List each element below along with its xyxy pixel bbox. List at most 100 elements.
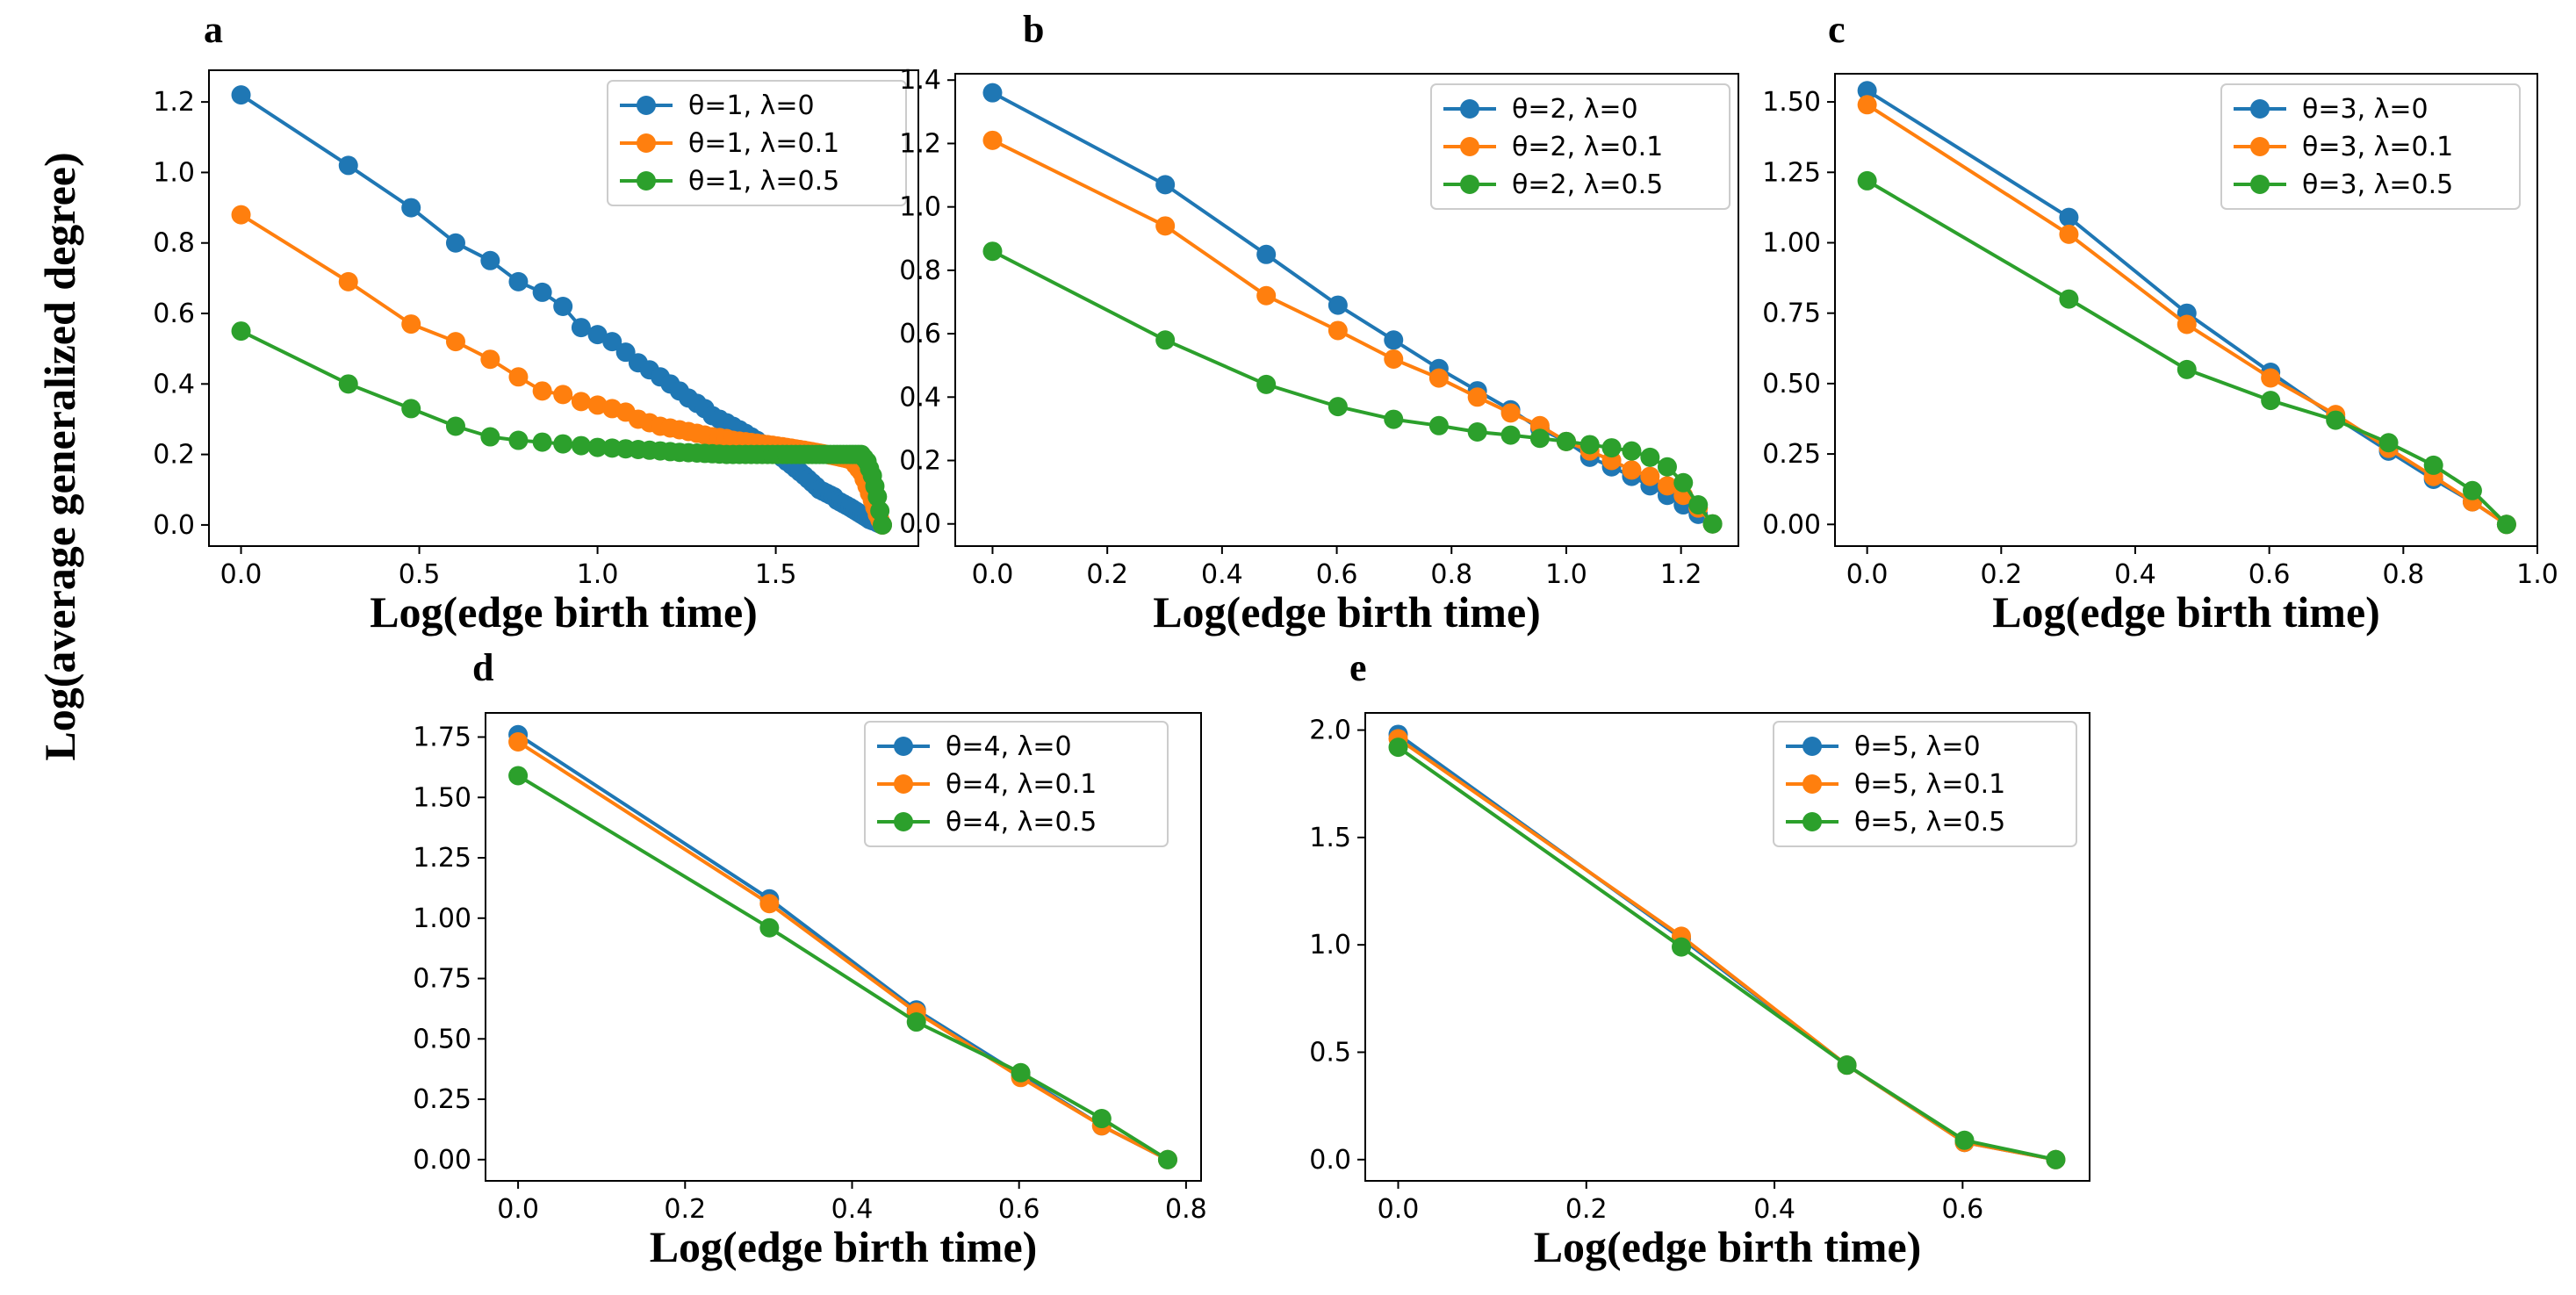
data-point [2177,314,2197,335]
data-point [982,241,1003,262]
x-axis-label: Log(edge birth time) [1992,587,2380,637]
data-point [1556,431,1576,451]
data-point [2462,480,2482,500]
legend-label: θ=1, λ=0.5 [688,166,839,197]
data-point [2496,514,2516,535]
data-point [532,282,552,302]
y-tick-label: 1.25 [1762,157,1821,188]
data-point [1155,216,1176,236]
data-point [1256,374,1277,394]
data-point [231,321,251,342]
x-tick-label: 1.0 [2516,559,2558,590]
data-point [480,349,500,370]
legend-marker [637,133,656,153]
x-tick-label: 0.2 [664,1194,706,1225]
data-point [2059,207,2079,227]
y-tick-label: 0.6 [899,319,941,349]
x-tick-label: 0.8 [2382,559,2424,590]
data-point [1500,403,1521,423]
series-line-2 [240,212,884,526]
x-tick-label: 1.5 [755,559,797,590]
legend-box [864,721,1169,847]
data-point [1328,295,1348,315]
y-tick-label: 1.00 [413,903,471,934]
data-point [1428,368,1449,388]
x-tick-label: 0.6 [1941,1194,1983,1225]
plot-frame [954,73,1739,547]
legend-marker [1460,175,1479,194]
legend-marker [1802,774,1822,794]
legend: θ=3, λ=0 θ=3, λ=0.1 θ=3, λ=0.5 [2220,83,2521,210]
data-point [2326,410,2346,430]
shared-y-axis-label: Log(average generalized degree) [35,152,84,760]
data-point [401,399,421,419]
x-tick-label: 0.4 [2114,559,2156,590]
data-point [1500,425,1521,445]
data-point [553,296,573,316]
data-point [982,83,1003,103]
panel-letter-c: c [1828,8,1846,51]
y-tick-label: 0.75 [413,964,471,995]
legend: θ=2, λ=0 θ=2, λ=0.1 θ=2, λ=0.5 [1430,83,1731,210]
x-tick-label: 1.2 [1660,559,1702,590]
x-tick-label: 1.0 [1545,559,1587,590]
x-tick-label: 0.4 [1753,1194,1795,1225]
data-point [1428,415,1449,435]
y-tick-label: 1.2 [153,87,195,118]
y-tick-label: 1.0 [1309,930,1351,960]
y-tick-label: 0.0 [899,509,941,540]
legend-marker [1460,137,1479,156]
data-point [508,367,529,387]
data-point [571,318,591,338]
data-point [532,432,552,452]
y-tick-label: 1.25 [413,843,471,874]
data-point [1579,435,1600,455]
x-tick-label: 0.0 [1846,559,1889,590]
legend-label: θ=1, λ=0.1 [688,128,839,159]
y-tick-label: 0.25 [1762,439,1821,470]
y-tick-label: 0.8 [153,228,195,259]
y-tick-label: 0.25 [413,1084,471,1115]
x-axis-label: Log(edge birth time) [650,1222,1038,1271]
legend-label: θ=5, λ=0.5 [1854,807,2005,838]
x-tick-label: 0.0 [1378,1194,1420,1225]
data-point [445,233,465,253]
x-tick-label: 0.0 [972,559,1014,590]
data-point [553,385,573,405]
data-point [1857,170,1877,191]
data-point [1622,460,1642,480]
x-tick-label: 1.0 [577,559,619,590]
legend-box [1773,721,2077,847]
data-point [1657,476,1677,496]
data-point [906,1012,926,1032]
legend-marker [2250,137,2270,156]
data-point [1467,422,1487,442]
y-tick-label: 0.6 [153,299,195,329]
data-point [1011,1062,1031,1083]
y-tick-label: 0.4 [153,369,195,399]
legend-box [1430,83,1731,210]
y-tick-label: 1.4 [899,65,941,96]
y-tick-label: 0.75 [1762,299,1821,329]
data-point [1640,466,1660,486]
legend-label: θ=2, λ=0 [1512,94,1638,125]
data-point [1529,428,1550,449]
y-tick-label: 1.5 [1309,823,1351,853]
data-point [602,332,622,352]
legend-label: θ=5, λ=0 [1854,731,1981,762]
legend-marker [637,96,656,115]
legend: θ=1, λ=0 θ=1, λ=0.1 θ=1, λ=0.5 [607,80,907,206]
legend-marker [1802,737,1822,756]
x-axis-label: Log(edge birth time) [1153,587,1541,637]
data-point [1857,81,1877,101]
legend-marker [1460,99,1479,119]
data-point [587,325,608,345]
y-tick-label: 1.0 [899,192,941,223]
legend-label: θ=3, λ=0.5 [2302,169,2453,200]
data-point [231,205,251,225]
data-point [1256,244,1277,264]
chart-panel-c: c 0.0 0.2 0.4 0.6 0.8 1.0 0.00 0.25 0.50 0.75 1.00 1… [1762,8,2558,637]
y-tick-label: 0.4 [899,382,941,413]
legend-label: θ=2, λ=0.1 [1512,132,1663,162]
data-point [1672,937,1691,957]
